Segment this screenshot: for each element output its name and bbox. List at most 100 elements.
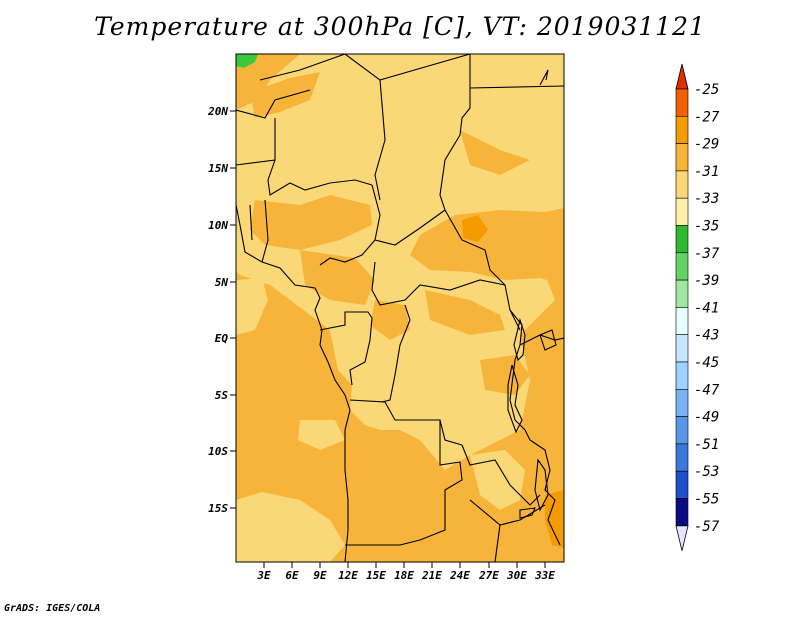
border-line	[259, 54, 346, 81]
border-line	[379, 54, 471, 81]
lat-label: 15S	[208, 502, 228, 515]
colorbar-segment	[675, 143, 689, 172]
colorbar-label: -27	[694, 109, 720, 125]
border-line	[539, 69, 549, 86]
colorbar-segment	[675, 116, 689, 144]
colorbar-label: -47	[694, 382, 720, 398]
map-frame	[235, 53, 565, 563]
lat-label: 20N	[207, 105, 228, 118]
field-light-patch	[298, 420, 345, 450]
border-line	[319, 311, 373, 341]
lon-label: 27E	[478, 569, 499, 582]
country-borders	[236, 54, 564, 562]
grads-credit: GrADS: IGES/COLA	[4, 603, 101, 614]
colorbar-segment	[675, 334, 689, 363]
lat-ticks	[230, 110, 236, 509]
field-light-patch	[236, 278, 268, 335]
colorbar-segment	[675, 361, 689, 390]
field-mid-blob	[300, 250, 375, 305]
coastline	[236, 204, 351, 562]
lon-label: 6E	[285, 569, 299, 582]
field-dark-spot	[462, 215, 488, 242]
lon-label: 33E	[534, 569, 555, 582]
lake-outline	[539, 329, 557, 351]
lat-label: 10S	[208, 445, 228, 458]
border-line	[349, 399, 463, 446]
field-mid-blob	[425, 290, 505, 335]
colorbar-label: -37	[694, 246, 720, 262]
colorbar-label: -51	[694, 437, 719, 453]
colorbar-label: -29	[694, 137, 719, 153]
border-line	[371, 184, 446, 246]
colorbar-segment	[675, 88, 689, 117]
temperature-field	[236, 54, 564, 562]
border-line	[249, 204, 253, 241]
colorbar-segment	[675, 225, 689, 254]
colorbar-segment	[675, 470, 689, 499]
colorbar-label: -39	[694, 273, 719, 289]
border-line	[381, 304, 411, 403]
border-line	[371, 261, 506, 306]
lat-label: EQ	[215, 332, 229, 345]
border-line	[319, 239, 376, 266]
colorbar-label: -31	[694, 164, 719, 180]
colorbar-segment	[675, 170, 689, 199]
lon-label: 3E	[256, 569, 271, 582]
colorbar-label: -25	[694, 82, 719, 98]
border-line	[461, 444, 511, 486]
colorbar-segment	[675, 443, 689, 472]
lon-ticks	[263, 562, 546, 568]
lat-labels: 20N 15N 10N 5N EQ 5S 10S 15S	[207, 105, 228, 515]
colorbar-label: -53	[694, 464, 719, 480]
colorbar-label: -49	[694, 410, 719, 426]
colorbar-label: -41	[694, 300, 719, 316]
lake-outline	[507, 364, 523, 434]
border-line	[469, 85, 564, 89]
border-line	[236, 89, 311, 119]
lon-label: 24E	[449, 569, 470, 582]
colorbar-segment	[675, 252, 689, 281]
lon-label: 12E	[338, 569, 358, 582]
lon-label: 30E	[506, 569, 527, 582]
lake-outline	[519, 507, 536, 519]
border-line	[267, 159, 373, 196]
colorbar: -25 -27 -29 -31 -33 -35 -37 -39 -41 -43 -45 -47 -49 -…	[675, 63, 720, 551]
colorbar-segment	[675, 197, 689, 226]
lat-label: 15N	[208, 162, 228, 175]
lon-labels: 3E 6E 9E 12E 15E 18E 21E 24E 27E 30E 33E	[256, 569, 555, 582]
map-title: Temperature at 300hPa [C], VT: 201903112…	[94, 12, 706, 41]
border-line	[261, 199, 269, 263]
lake-outline	[534, 458, 549, 512]
lon-label: 21E	[421, 569, 442, 582]
lat-label: 10N	[208, 219, 228, 232]
colorbar-segment	[675, 498, 689, 527]
field-mid-blob	[250, 195, 372, 250]
border-line	[349, 339, 371, 386]
colorbar-segment	[675, 388, 689, 417]
border-line	[519, 334, 564, 346]
colorbar-label: -55	[694, 492, 719, 508]
field-dark-spot	[545, 490, 564, 548]
lat-label: 5S	[215, 389, 229, 402]
colorbar-label: -33	[694, 191, 719, 207]
colorbar-label: -43	[694, 328, 719, 344]
lon-label: 15E	[366, 569, 386, 582]
border-line	[494, 524, 501, 562]
colorbar-segment	[675, 416, 689, 445]
field-light-patch	[236, 492, 345, 562]
field-mid-blob	[370, 300, 410, 340]
colorbar-segment	[675, 279, 689, 308]
field-mid-blob	[250, 72, 320, 118]
lon-label: 18E	[394, 569, 414, 582]
border-line	[345, 420, 463, 546]
field-light-patch	[470, 450, 525, 510]
lon-label: 9E	[313, 569, 327, 582]
border-line	[439, 54, 471, 211]
field-green-patch	[236, 54, 258, 68]
colorbar-segment	[675, 307, 689, 335]
lake-outline	[513, 318, 526, 362]
field-mid-blob	[410, 208, 564, 285]
border-line	[509, 309, 531, 441]
colorbar-label: -57	[694, 519, 720, 535]
